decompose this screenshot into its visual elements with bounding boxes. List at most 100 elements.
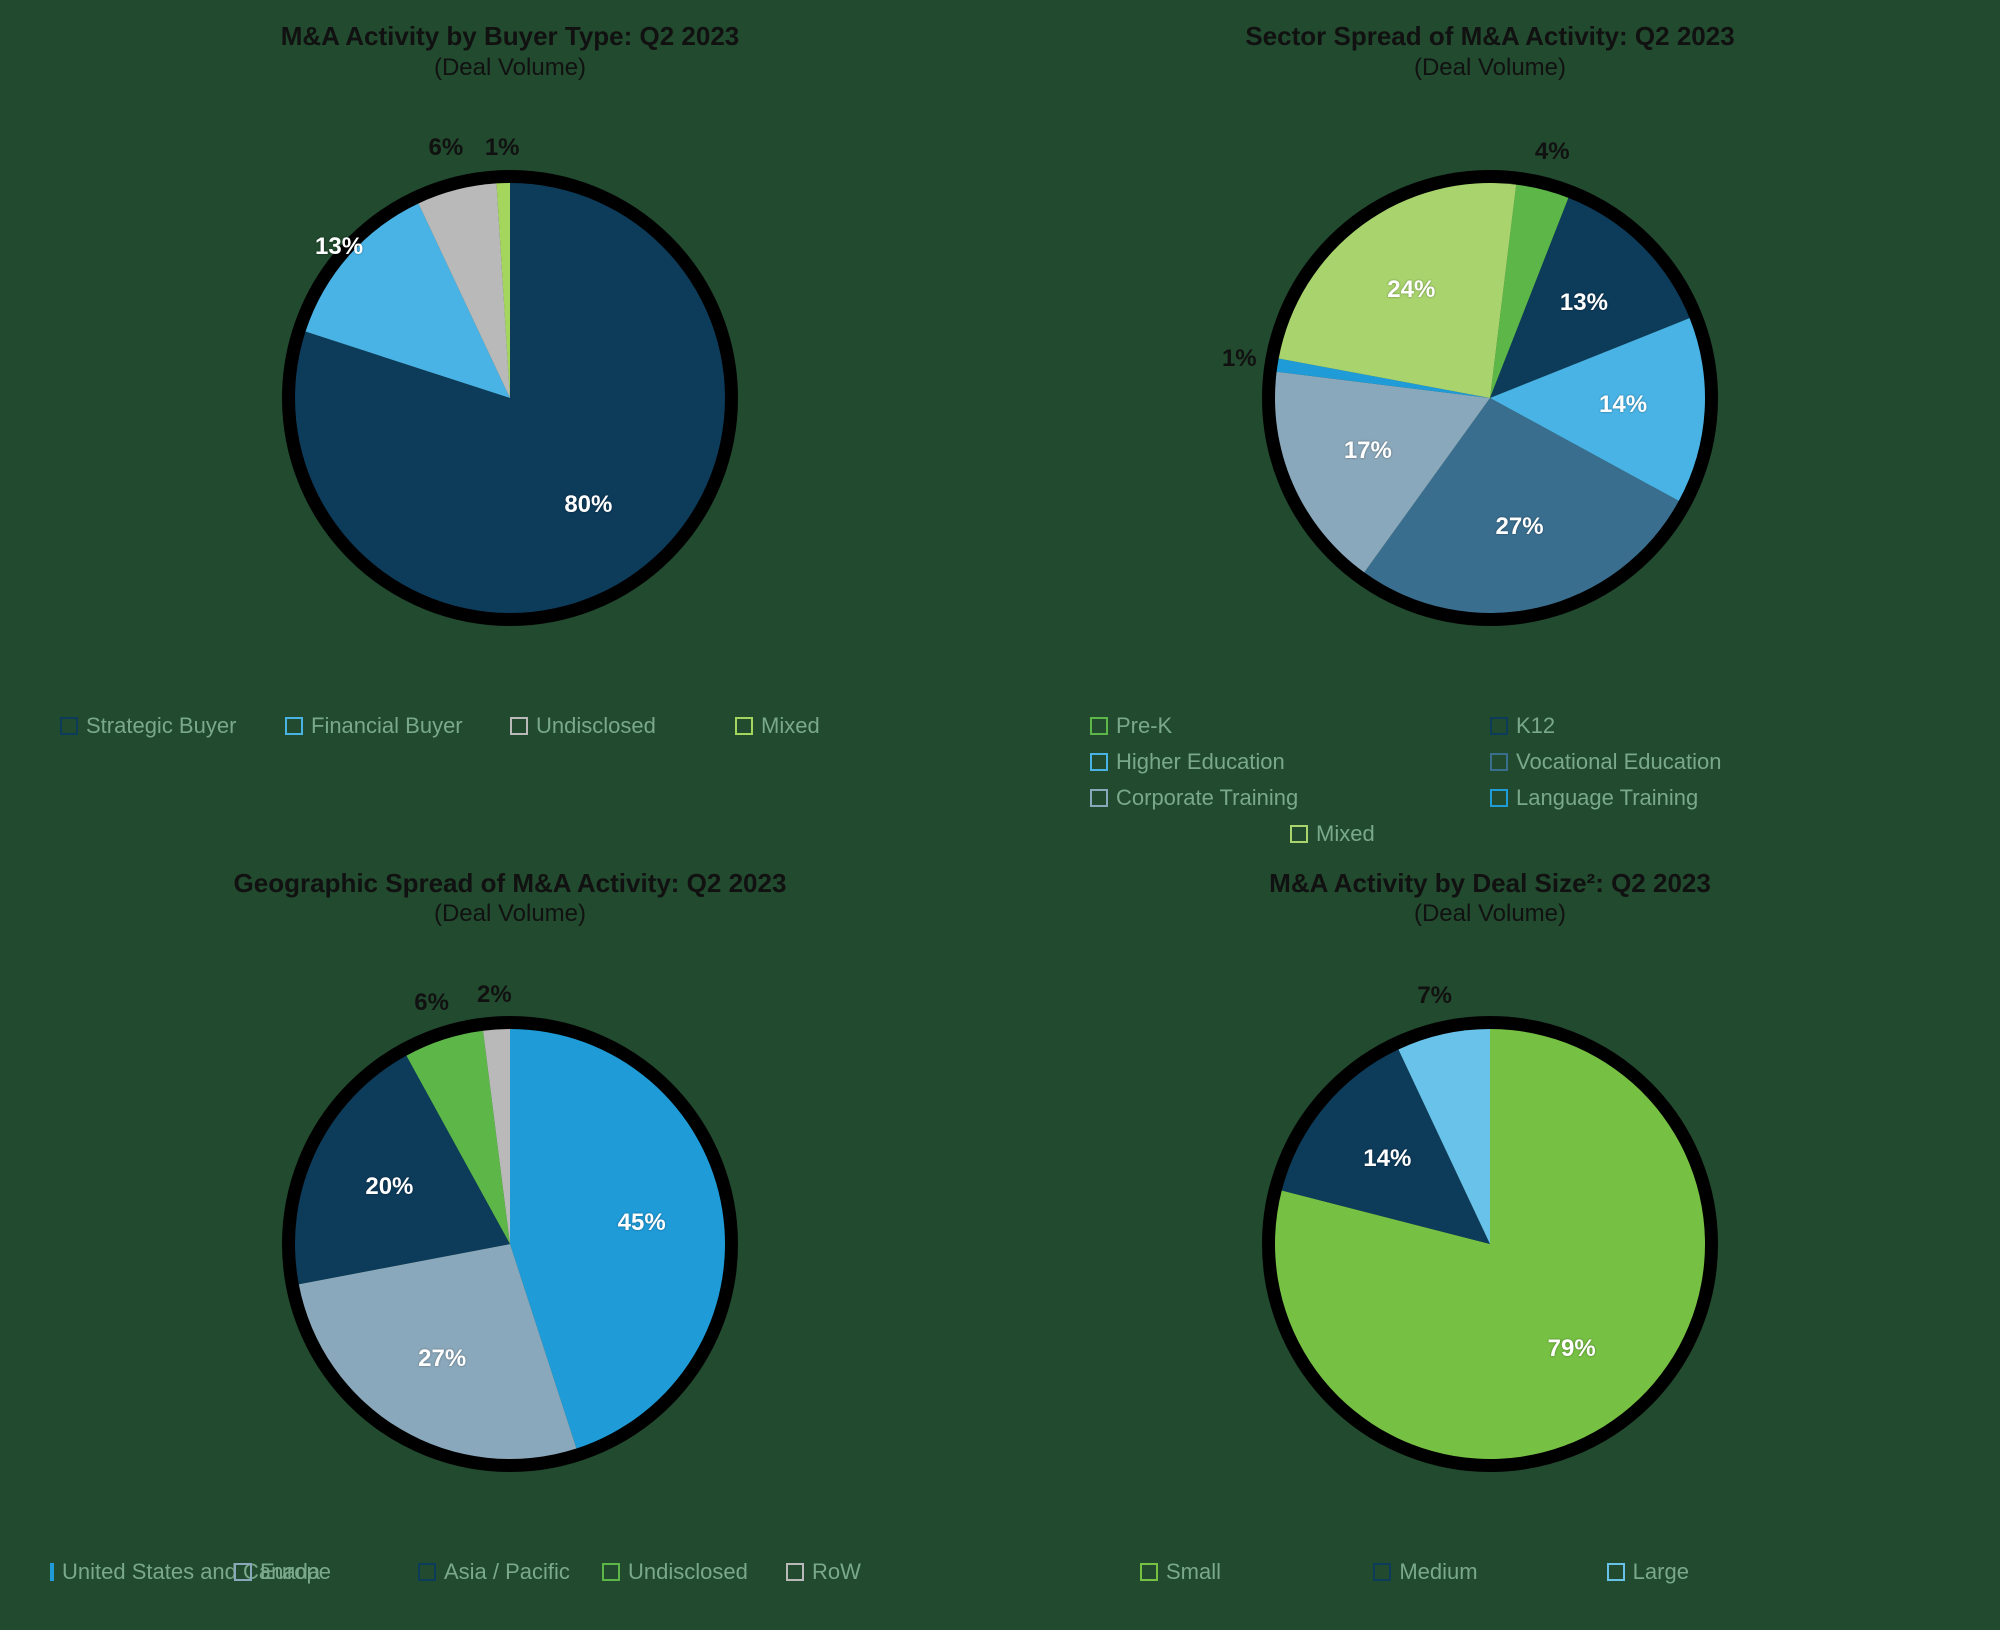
legend-item: United States and Canada xyxy=(50,1559,234,1585)
slice-label: 13% xyxy=(315,233,363,261)
slice-label: 27% xyxy=(1496,513,1544,541)
legend-swatch xyxy=(1090,717,1108,735)
pie-svg xyxy=(1205,113,1775,683)
legend-label: Higher Education xyxy=(1116,749,1285,775)
legend-label: Medium xyxy=(1399,1559,1477,1585)
slice-label: 6% xyxy=(414,989,449,1017)
legend-swatch xyxy=(602,1563,620,1581)
legend-swatch xyxy=(735,717,753,735)
chart-title-block: M&A Activity by Buyer Type: Q2 2023(Deal… xyxy=(281,20,740,83)
legend-swatch xyxy=(418,1563,436,1581)
legend-swatch xyxy=(786,1563,804,1581)
legend-item: Undisclosed xyxy=(602,1559,786,1585)
legend-item: K12 xyxy=(1490,713,1890,739)
legend-label: Undisclosed xyxy=(536,713,656,739)
legend-item: Strategic Buyer xyxy=(60,713,285,739)
chart-title-block: Geographic Spread of M&A Activity: Q2 20… xyxy=(234,867,787,930)
slice-label: 13% xyxy=(1560,289,1608,317)
legend-label: Corporate Training xyxy=(1116,785,1298,811)
legend-swatch xyxy=(1373,1563,1391,1581)
legend: United States and Canada Europe Asia / Pac… xyxy=(50,1559,970,1585)
legend-label: Strategic Buyer xyxy=(86,713,236,739)
chart-title: Sector Spread of M&A Activity: Q2 2023 xyxy=(1245,20,1734,53)
chart-title: M&A Activity by Buyer Type: Q2 2023 xyxy=(281,20,740,53)
slice-label: 4% xyxy=(1535,138,1570,166)
legend-label: Europe xyxy=(260,1559,331,1585)
slice-label: 14% xyxy=(1363,1145,1411,1173)
legend-item: Undisclosed xyxy=(510,713,735,739)
legend-swatch xyxy=(1490,753,1508,771)
legend-item: Mixed xyxy=(735,713,960,739)
pie-svg xyxy=(225,959,795,1529)
chart-panel-geo: Geographic Spread of M&A Activity: Q2 20… xyxy=(40,867,980,1611)
legend-label: Small xyxy=(1166,1559,1221,1585)
legend-item: Language Training xyxy=(1490,785,1890,811)
legend-label: Financial Buyer xyxy=(311,713,463,739)
slice-label: 27% xyxy=(418,1345,466,1373)
legend-label: Large xyxy=(1633,1559,1689,1585)
legend-label: Mixed xyxy=(761,713,820,739)
legend-item: Medium xyxy=(1373,1559,1606,1585)
chart-title: Geographic Spread of M&A Activity: Q2 20… xyxy=(234,867,787,900)
charts-grid: M&A Activity by Buyer Type: Q2 2023(Deal… xyxy=(0,0,2000,1630)
slice-label: 1% xyxy=(1222,345,1257,373)
legend-swatch xyxy=(1490,789,1508,807)
legend-label: Language Training xyxy=(1516,785,1698,811)
pie-svg xyxy=(1205,959,1775,1529)
legend-swatch xyxy=(1607,1563,1625,1581)
chart-panel-deal_size: M&A Activity by Deal Size²: Q2 2023(Deal… xyxy=(1020,867,1960,1611)
legend-swatch xyxy=(50,1563,54,1581)
pie-svg xyxy=(225,113,795,683)
legend: Strategic Buyer Financial Buyer Undisclose… xyxy=(60,713,960,739)
legend: Small Medium Large xyxy=(1140,1559,1840,1585)
legend-swatch xyxy=(60,717,78,735)
legend-swatch xyxy=(1090,753,1108,771)
slice-label: 1% xyxy=(485,134,520,162)
legend-swatch xyxy=(1290,825,1308,843)
slice-label: 79% xyxy=(1548,1335,1596,1363)
legend-swatch xyxy=(1090,789,1108,807)
legend-swatch xyxy=(510,717,528,735)
chart-title-block: M&A Activity by Deal Size²: Q2 2023(Deal… xyxy=(1269,867,1711,930)
slice-label: 20% xyxy=(365,1173,413,1201)
legend-item: Small xyxy=(1140,1559,1373,1585)
legend-item: Pre-K xyxy=(1090,713,1490,739)
legend-item: Corporate Training xyxy=(1090,785,1490,811)
slice-label: 7% xyxy=(1417,982,1452,1010)
legend-item: Higher Education xyxy=(1090,749,1490,775)
legend-item: Vocational Education xyxy=(1490,749,1890,775)
legend-item: Europe xyxy=(234,1559,418,1585)
legend-label: K12 xyxy=(1516,713,1555,739)
chart-title: M&A Activity by Deal Size²: Q2 2023 xyxy=(1269,867,1711,900)
slice-label: 24% xyxy=(1387,276,1435,304)
slice-label: 45% xyxy=(618,1209,666,1237)
legend-label: Undisclosed xyxy=(628,1559,748,1585)
legend-label: Vocational Education xyxy=(1516,749,1722,775)
chart-panel-buyer_type: M&A Activity by Buyer Type: Q2 2023(Deal… xyxy=(40,20,980,847)
legend: Pre-K K12 Higher Education Vocational Educa… xyxy=(1090,713,1890,847)
chart-subtitle: (Deal Volume) xyxy=(1245,53,1734,83)
pie-chart-geo: 45% 27% 20% 6% 2% xyxy=(225,959,795,1529)
legend-item: Mixed xyxy=(1290,821,1690,847)
legend-label: Mixed xyxy=(1316,821,1375,847)
chart-subtitle: (Deal Volume) xyxy=(1269,899,1711,929)
legend-item: Large xyxy=(1607,1559,1840,1585)
legend-swatch xyxy=(285,717,303,735)
slice-label: 17% xyxy=(1344,437,1392,465)
slice-label: 80% xyxy=(564,491,612,519)
chart-title-block: Sector Spread of M&A Activity: Q2 2023(D… xyxy=(1245,20,1734,83)
slice-label: 2% xyxy=(477,981,512,1009)
pie-chart-sector: 4% 13% 14% 27% 17% 1% 24% xyxy=(1205,113,1775,683)
pie-chart-buyer_type: 80% 13% 6% 1% xyxy=(225,113,795,683)
chart-subtitle: (Deal Volume) xyxy=(281,53,740,83)
legend-item: Financial Buyer xyxy=(285,713,510,739)
slice-label: 6% xyxy=(428,134,463,162)
legend-item: RoW xyxy=(786,1559,970,1585)
slice-label: 14% xyxy=(1599,391,1647,419)
legend-label: Asia / Pacific xyxy=(444,1559,570,1585)
chart-panel-sector: Sector Spread of M&A Activity: Q2 2023(D… xyxy=(1020,20,1960,847)
legend-swatch xyxy=(1140,1563,1158,1581)
legend-label: Pre-K xyxy=(1116,713,1172,739)
chart-subtitle: (Deal Volume) xyxy=(234,899,787,929)
pie-chart-deal_size: 79% 14% 7% xyxy=(1205,959,1775,1529)
